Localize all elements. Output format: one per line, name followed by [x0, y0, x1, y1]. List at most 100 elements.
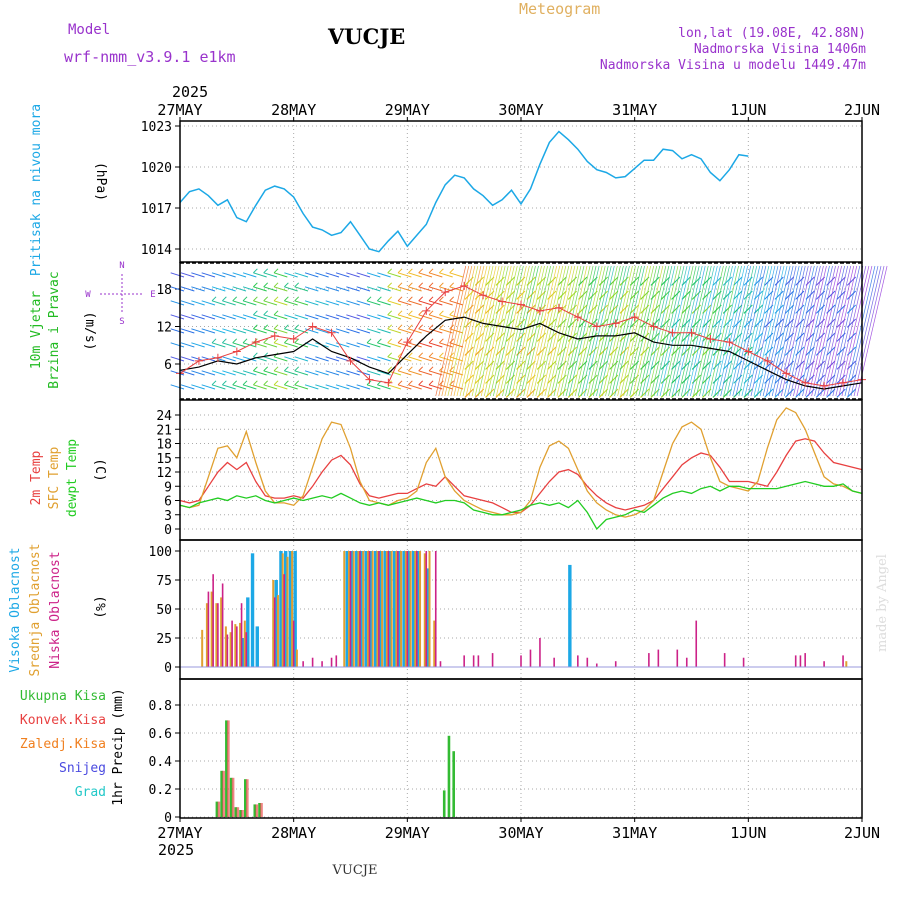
- cloud-bar: [274, 580, 278, 667]
- wind-barb: [335, 286, 350, 292]
- cloud-side-label: Niska Oblacnost: [48, 551, 63, 668]
- wind-barb-feather: [722, 393, 728, 398]
- wind-barb-streak: [617, 265, 648, 397]
- x-label-bottom: 30MAY: [498, 824, 543, 842]
- wind-barb: [315, 300, 329, 306]
- wind-gust-marker: [251, 338, 260, 347]
- precip-legend-label: Snijeg: [59, 761, 106, 776]
- wind-barb: [743, 290, 753, 300]
- wind-barb: [253, 300, 267, 306]
- cloud-bar: [577, 655, 579, 667]
- wind-barb: [366, 300, 381, 306]
- wind-barb: [449, 328, 464, 334]
- wind-barb-streak: [802, 265, 833, 397]
- wind-barb-feather: [397, 380, 403, 386]
- wind-barb: [439, 356, 453, 362]
- wind-barb-feather: [428, 282, 434, 288]
- temp-tick-label: 0: [164, 523, 172, 538]
- wind-barb: [242, 384, 257, 390]
- wind-barb: [815, 346, 826, 356]
- precip-bar: [442, 790, 446, 817]
- wind-barb-feather: [671, 337, 676, 342]
- wind-barb-feather: [408, 296, 413, 302]
- cloud-bar: [371, 551, 374, 667]
- wind-barb: [304, 272, 319, 278]
- wind-barb-feather: [598, 309, 604, 314]
- wind-barb: [408, 384, 422, 390]
- wind-barb-streak: [647, 265, 679, 397]
- precip-bar: [447, 735, 451, 817]
- cloud-bar: [414, 551, 417, 667]
- wind-barb: [397, 314, 412, 320]
- wind-barb: [211, 384, 226, 390]
- wind-barb: [366, 370, 381, 376]
- wind-barb-feather: [526, 351, 532, 356]
- cloud-bar: [359, 551, 361, 667]
- wind-barb-feather: [640, 393, 645, 398]
- wind-gust-marker: [611, 319, 620, 328]
- wind-barb-feather: [474, 281, 480, 286]
- cloud-bar: [210, 591, 213, 667]
- wind-barb: [232, 384, 247, 390]
- wind-tick-label: 18: [156, 283, 172, 298]
- wind-barb: [263, 356, 278, 362]
- cloud-tick-label: 25: [156, 632, 172, 647]
- wind-barb: [836, 374, 846, 384]
- wind-speed-line-mean: [179, 316, 863, 390]
- wind-barb-feather: [418, 380, 424, 386]
- wind-barb-streak: [599, 265, 630, 397]
- wind-barb: [211, 370, 226, 376]
- wind-barb-streak: [777, 265, 809, 397]
- wind-barb-feather: [232, 296, 238, 302]
- wind-barb-streak: [720, 265, 752, 397]
- cloud-bar: [586, 657, 589, 667]
- wind-barb-feather: [619, 393, 625, 398]
- wind-barb: [346, 384, 360, 390]
- wind-barb-streak: [680, 265, 712, 397]
- precip-bar: [234, 807, 238, 817]
- wind-barb: [428, 342, 443, 348]
- wind-barb: [418, 342, 433, 348]
- cloud-bar: [343, 551, 346, 667]
- wind-barb-feather: [464, 379, 470, 384]
- cloud-bar: [272, 580, 275, 667]
- wind-barb: [242, 370, 257, 376]
- wind-barb-feather: [449, 352, 455, 358]
- wind-barb: [315, 328, 329, 334]
- cloud-bar: [685, 657, 688, 667]
- pressure-tick-label: 1023: [141, 120, 172, 135]
- cloud-bar: [381, 551, 384, 667]
- wind-barb-feather: [619, 351, 625, 356]
- cloud-bar: [220, 597, 223, 667]
- wind-barb-streak: [726, 265, 758, 397]
- wind-gust-marker: [213, 353, 222, 362]
- wind-barb-feather: [428, 366, 434, 372]
- wind-barb-streak: [735, 265, 767, 397]
- wind-barb-streak: [774, 265, 806, 397]
- wind-barb-streak: [644, 265, 676, 397]
- wind-barb-feather: [211, 380, 217, 386]
- wind-barb: [377, 342, 391, 348]
- precip-legend-label: Grad: [75, 785, 106, 800]
- wind-barb: [170, 384, 185, 390]
- wind-barb-streak: [683, 265, 715, 397]
- wind-barb: [836, 388, 846, 398]
- wind-barb: [774, 290, 784, 300]
- cloud-bar: [387, 551, 390, 667]
- wind-barb-streak: [532, 265, 564, 397]
- wind-barb: [201, 314, 216, 320]
- wind-barb: [211, 328, 226, 334]
- wind-barb-feather: [505, 379, 511, 384]
- wind-barb-feather: [474, 365, 480, 370]
- cloud-bar: [273, 597, 276, 667]
- wind-barb: [180, 356, 195, 362]
- footer-station: VUCJE: [332, 863, 378, 878]
- precip-bar: [229, 777, 233, 817]
- wind-barb-feather: [439, 338, 444, 344]
- wind-barb: [253, 314, 267, 320]
- wind-barb-streak: [762, 265, 794, 397]
- wind-barb: [356, 370, 371, 376]
- wind-barb-streak: [796, 265, 827, 397]
- wind-barb-streak: [668, 265, 700, 397]
- wind-barb: [242, 300, 257, 306]
